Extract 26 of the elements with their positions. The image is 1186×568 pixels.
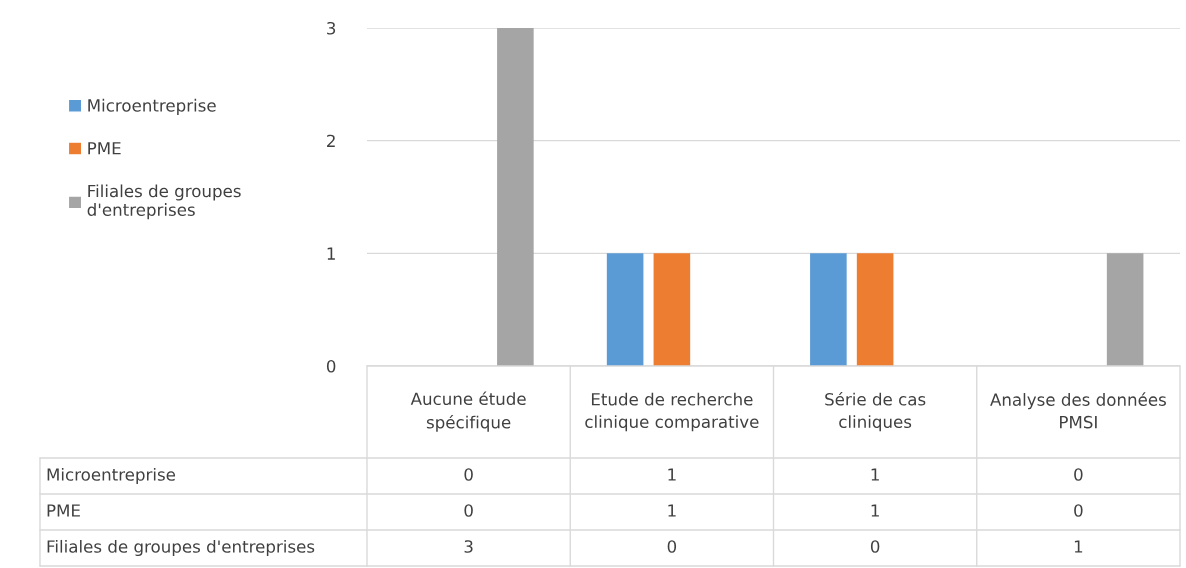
- text: Microentreprise: [47, 467, 176, 485]
- data-label: 3: [464, 540, 473, 553]
- data-label: 0: [667, 540, 677, 553]
- legend-label: Filiales de groupes d'entreprises: [87, 184, 241, 220]
- data-label: 1: [1074, 540, 1083, 553]
- data-label: 0: [464, 504, 473, 517]
- y-tick-label: 0: [326, 359, 336, 373]
- legend-label: PME: [88, 142, 121, 155]
- y-tick-label: 2: [327, 134, 335, 147]
- legend-label: Microentreprise: [88, 98, 216, 115]
- data-label: 1: [668, 504, 676, 517]
- data-label: 1: [871, 504, 879, 517]
- data-label: 0: [464, 468, 473, 481]
- x-tick-label: Aucune étude spécifique: [410, 391, 526, 432]
- x-tick-label: Etude de recherche clinique comparative: [585, 392, 759, 432]
- x-tick-label: Analyse des données PMSI: [990, 392, 1166, 429]
- x-tick-label: Série de cas cliniques: [825, 392, 926, 432]
- data-label: 0: [870, 540, 880, 553]
- text: PME: [47, 504, 80, 517]
- data-label: 1: [668, 468, 676, 481]
- data-label: 1: [871, 468, 879, 481]
- data-label: 0: [1074, 504, 1083, 517]
- data-label: 0: [1074, 468, 1083, 481]
- text: Filiales de groupes d'entreprises: [47, 539, 315, 557]
- y-tick-label: 1: [327, 247, 335, 260]
- y-tick-label: 3: [327, 21, 336, 35]
